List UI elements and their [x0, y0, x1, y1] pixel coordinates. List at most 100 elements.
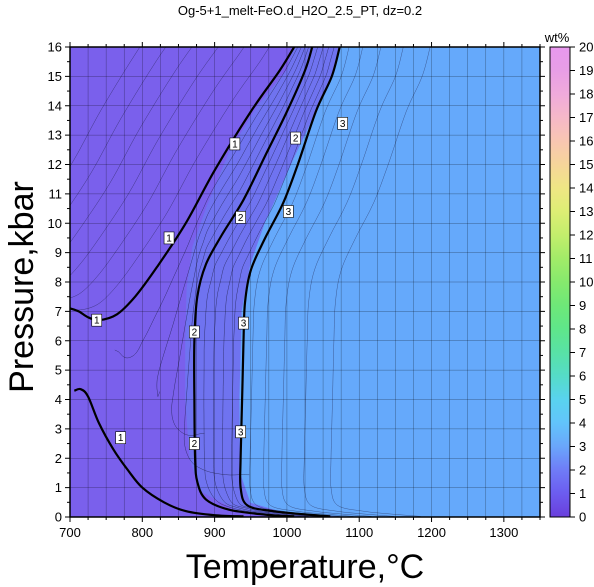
y-tick-label: 16 — [48, 40, 62, 55]
contour-label-box — [229, 137, 241, 151]
y-tick-label: 12 — [48, 157, 62, 172]
colorbar-tick-label: 13 — [579, 204, 593, 219]
colorbar-tick-label: 14 — [579, 181, 593, 196]
contour-label: 2 — [189, 325, 200, 339]
contour-line-1 — [70, 47, 296, 322]
y-tick-label: 4 — [55, 392, 62, 407]
colorbar-tick-label: 6 — [579, 369, 586, 384]
x-tick-label: 1200 — [417, 525, 446, 540]
x-axis: 700 800 900 1000 1100 1200 1300 — [59, 42, 541, 540]
contour-label-box — [91, 313, 103, 327]
contour-label-text: 3 — [286, 207, 292, 218]
x-tick-label: 1000 — [272, 525, 301, 540]
contour-label-text: 1 — [166, 233, 172, 244]
thin-contour — [330, 47, 431, 517]
contour-label-box — [238, 316, 249, 330]
contour-label-box — [235, 211, 246, 224]
contour-labels: 1 1 1 1 2 2 2 2 3 3 3 3 — [91, 117, 348, 450]
colorbar-label: wt% — [544, 30, 570, 45]
contour-label-text: 1 — [118, 433, 124, 444]
colorbar-tick-label: 10 — [579, 275, 593, 290]
colorbar-tick-label: 9 — [579, 298, 586, 313]
thin-contour-lines — [70, 47, 431, 517]
contour-label: 3 — [235, 425, 246, 439]
contour-label-text: 2 — [293, 134, 299, 145]
contour-label-box — [115, 431, 126, 444]
y-tick-label: 5 — [55, 363, 62, 378]
y-tick-label: 1 — [55, 480, 62, 495]
colorbar-tick-label: 5 — [579, 392, 586, 407]
contour-line-1 — [73, 387, 244, 517]
contour-label: 3 — [283, 205, 294, 218]
colorbar-tick-label: 11 — [579, 251, 593, 266]
x-axis-title: Temperature,°C — [186, 548, 424, 586]
contour-label-text: 2 — [192, 439, 198, 450]
y-axis-title: Pressure,kbar — [3, 181, 41, 393]
thin-contour — [114, 47, 299, 359]
contour-line-2 — [193, 47, 314, 517]
y-tick-label: 13 — [48, 128, 62, 143]
thin-contour — [70, 47, 270, 311]
contour-label-text: 3 — [241, 319, 247, 330]
thin-contour — [213, 47, 324, 517]
contour-label-box — [235, 425, 246, 439]
contour-label: 3 — [238, 316, 249, 330]
contour-label-box — [283, 205, 294, 218]
contour-label-box — [290, 131, 301, 145]
x-tick-label: 1100 — [345, 525, 373, 540]
colorbar-gradient — [549, 46, 571, 518]
y-tick-label: 10 — [48, 216, 62, 231]
thin-contour — [70, 47, 245, 299]
contour-label-box — [189, 437, 200, 450]
plot-area: 1 1 1 1 2 2 2 2 3 3 3 3 — [69, 46, 541, 518]
x-tick-label: 800 — [131, 525, 153, 540]
contour-label: 1 — [163, 231, 175, 244]
y-tick-label: 15 — [48, 69, 62, 84]
colorbar-tick-label: 17 — [579, 110, 593, 125]
y-tick-label: 2 — [55, 451, 62, 466]
colorbar-tick-label: 7 — [579, 345, 586, 360]
contour-label-text: 2 — [192, 327, 198, 338]
y-tick-label: 14 — [48, 98, 62, 113]
contour-label: 1 — [229, 137, 241, 151]
colorbar-tick-label: 2 — [579, 463, 586, 478]
contour-label-text: 1 — [232, 139, 238, 150]
contour-label: 1 — [91, 313, 103, 327]
colorbar-tick-label: 20 — [579, 40, 593, 55]
colorbar-tick-label: 0 — [579, 510, 586, 525]
thin-contour — [203, 47, 318, 517]
colorbar-tick-label: 4 — [579, 416, 586, 431]
contour-label: 2 — [235, 211, 246, 224]
contour-label: 2 — [290, 131, 301, 145]
contour-label-box — [189, 325, 200, 339]
contour-label-text: 1 — [94, 316, 100, 327]
colorbar-tick-label: 8 — [579, 322, 586, 337]
x-tick-label: 1300 — [489, 525, 518, 540]
contour-label: 3 — [337, 117, 348, 130]
thin-contour — [231, 47, 335, 517]
contour-label-box — [337, 117, 348, 130]
thin-contour — [70, 47, 193, 243]
colorbar-tick-label: 19 — [579, 63, 593, 78]
y-tick-label: 0 — [55, 510, 62, 525]
colorbar-tick-label: 18 — [579, 87, 593, 102]
contour-label: 2 — [189, 437, 200, 450]
y-tick-label: 9 — [55, 245, 62, 260]
thin-contour — [156, 47, 302, 397]
y-tick-label: 11 — [49, 186, 63, 201]
x-tick-label: 900 — [204, 525, 226, 540]
y-tick-label: 3 — [55, 421, 62, 436]
thin-contour — [281, 47, 382, 517]
contour-label-text: 3 — [238, 427, 244, 438]
colorbar-tick-label: 12 — [579, 228, 593, 243]
x-tick-label: 700 — [59, 525, 81, 540]
chart-title: Og-5+1_melt-FeO.d_H2O_2.5_PT, dz=0.2 — [178, 3, 422, 18]
colorbar-tick-label: 16 — [579, 134, 593, 149]
thin-contour — [303, 47, 404, 517]
y-tick-label: 7 — [55, 304, 62, 319]
thin-contour — [249, 47, 350, 517]
